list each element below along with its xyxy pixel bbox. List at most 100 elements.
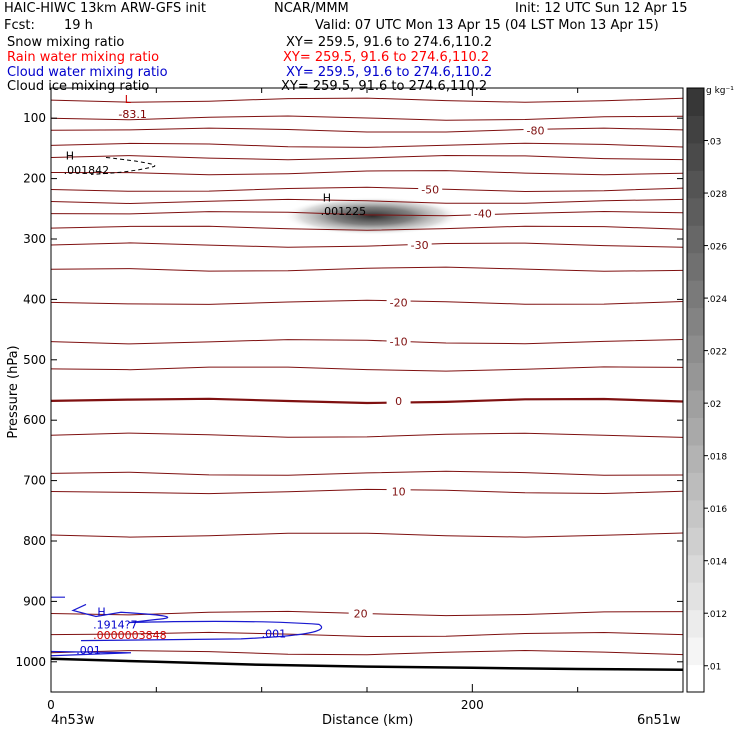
temperature-contour [50, 186, 684, 193]
colorbar-step [687, 142, 704, 171]
snow-shading [282, 197, 462, 236]
colorbar-step [687, 609, 704, 638]
y-tick-label: 800 [23, 534, 46, 548]
y-tick-label: 600 [23, 413, 46, 427]
temperature-contour [50, 649, 684, 656]
temperature-contour [50, 154, 684, 161]
temperature-contour [50, 488, 684, 495]
chart-annotation: .001842 [64, 164, 110, 177]
contour-label: -80 [527, 124, 545, 137]
chart-annotation: -83.1 [118, 108, 146, 121]
temperature-contour [50, 97, 684, 103]
colorbar-tick-label: .03 [707, 138, 721, 148]
colorbar-step [687, 664, 704, 693]
temperature-contour [50, 225, 684, 231]
colorbar-step [687, 637, 704, 666]
temperature-contour [50, 339, 684, 345]
y-tick-label: 500 [23, 353, 46, 367]
colorbar-step [687, 170, 704, 199]
legend-rain-xy: XY= 259.5, 91.6 to 274.6,110.2 [283, 50, 490, 65]
y-tick-label: 400 [23, 292, 46, 306]
contour-label-bg [407, 239, 432, 252]
y-tick-label: 300 [23, 232, 46, 246]
chart-annotation: .1914?7 [93, 619, 137, 632]
legend-cloudice-xy: XY= 259.5, 91.6 to 274.6,110.2 [281, 79, 488, 94]
contour-label: -10 [390, 336, 408, 349]
temperature-contour [50, 470, 684, 476]
valid-label: Valid: 07 UTC Mon 13 Apr 15 (04 LST Mon … [315, 18, 659, 33]
legend-snow-xy: XY= 259.5, 91.6 to 274.6,110.2 [286, 35, 493, 50]
chart-annotation: .001 [262, 628, 287, 641]
chart-annotation: .001 [76, 644, 101, 657]
temperature-contour [50, 127, 684, 133]
terrain-line [50, 657, 684, 671]
chart-annotation: H [323, 192, 331, 205]
plot-frame [50, 87, 684, 693]
colorbar-step [687, 390, 704, 418]
temperature-contour [50, 631, 684, 638]
model-title: HAIC-HIWC 13km ARW-GFS init [4, 1, 206, 16]
colorbar-tick-label: .026 [707, 243, 727, 253]
x-tick-label: 200 [461, 698, 484, 712]
colorbar-tick-label: .018 [707, 453, 727, 463]
colorbar-step [687, 582, 704, 611]
fcst-value: 19 h [64, 18, 93, 33]
cloud-water-contour [50, 650, 132, 657]
chart-annotation: .0000003848 [93, 629, 166, 642]
contour-label: 20 [354, 607, 368, 620]
temperature-contour [50, 198, 684, 205]
temperature-contour [50, 397, 684, 405]
y-tick-label: 900 [23, 594, 46, 608]
colorbar-unit: g kg⁻¹ [706, 86, 734, 96]
contour-label: 10 [392, 485, 406, 498]
contour-label: -50 [421, 183, 439, 196]
colorbar-tick-label: .028 [707, 190, 727, 200]
temperature-contour [50, 242, 684, 248]
temperature-contour [50, 432, 684, 438]
colorbar-step [687, 335, 704, 364]
colorbar-tick-label: .02 [707, 400, 721, 410]
chart-annotation: H [97, 605, 105, 618]
legend-rain-name: Rain water mixing ratio [7, 50, 160, 65]
colorbar-step [687, 280, 704, 309]
colorbar-step [687, 527, 704, 556]
contour-label-bg [386, 394, 411, 407]
contour-label-bg [386, 335, 411, 348]
contour-label: -40 [474, 208, 492, 221]
colorbar: .03 .028 .026 .024 .022 .02 .018 .016 .014 .012 .0… [686, 87, 727, 693]
chart-annotation: .001225 [321, 205, 367, 218]
colorbar-tick-label: .016 [707, 505, 727, 515]
colorbar-step [687, 88, 704, 116]
colorbar-step [687, 417, 704, 446]
temperature-contour [50, 266, 684, 272]
temperature-contour [50, 532, 684, 538]
temperature-contours: -80 -50 -40 -30 -20 -10 0 10 20 [50, 97, 684, 656]
colorbar-tick-label: .022 [707, 348, 727, 358]
cloud-water-contour [51, 596, 323, 642]
contour-label-bg [386, 485, 411, 498]
y-tick-label: 100 [23, 111, 46, 125]
colorbar-step [687, 499, 704, 528]
contour-label-bg [470, 207, 495, 220]
contour-label-bg [348, 607, 373, 620]
y-tick-label: 700 [23, 474, 46, 488]
temperature-contour [50, 142, 684, 148]
colorbar-tick-label: .012 [707, 610, 727, 620]
colorbar-tick-label: .01 [707, 663, 721, 673]
colorbar-step [687, 252, 704, 281]
x-tick-label: 0 [47, 698, 55, 712]
x-axis-label: Distance (km) [322, 713, 414, 728]
y-tick-label: 1000 [15, 655, 46, 669]
org-label: NCAR/MMM [274, 1, 349, 16]
colorbar-tick-label: .014 [707, 558, 727, 568]
temperature-contour [50, 210, 684, 217]
temperature-contour [50, 366, 684, 372]
y-axis-label: Pressure (hPa) [6, 345, 21, 439]
init-label: Init: 12 UTC Sun 12 Apr 15 [515, 1, 688, 16]
contour-labels: L-83.1H.001842H.001225H.1914?7.000000384… [64, 93, 367, 657]
colorbar-step [687, 307, 704, 336]
terrain-line [50, 657, 684, 671]
contour-label-bg [523, 124, 548, 137]
colorbar-step [687, 472, 704, 501]
